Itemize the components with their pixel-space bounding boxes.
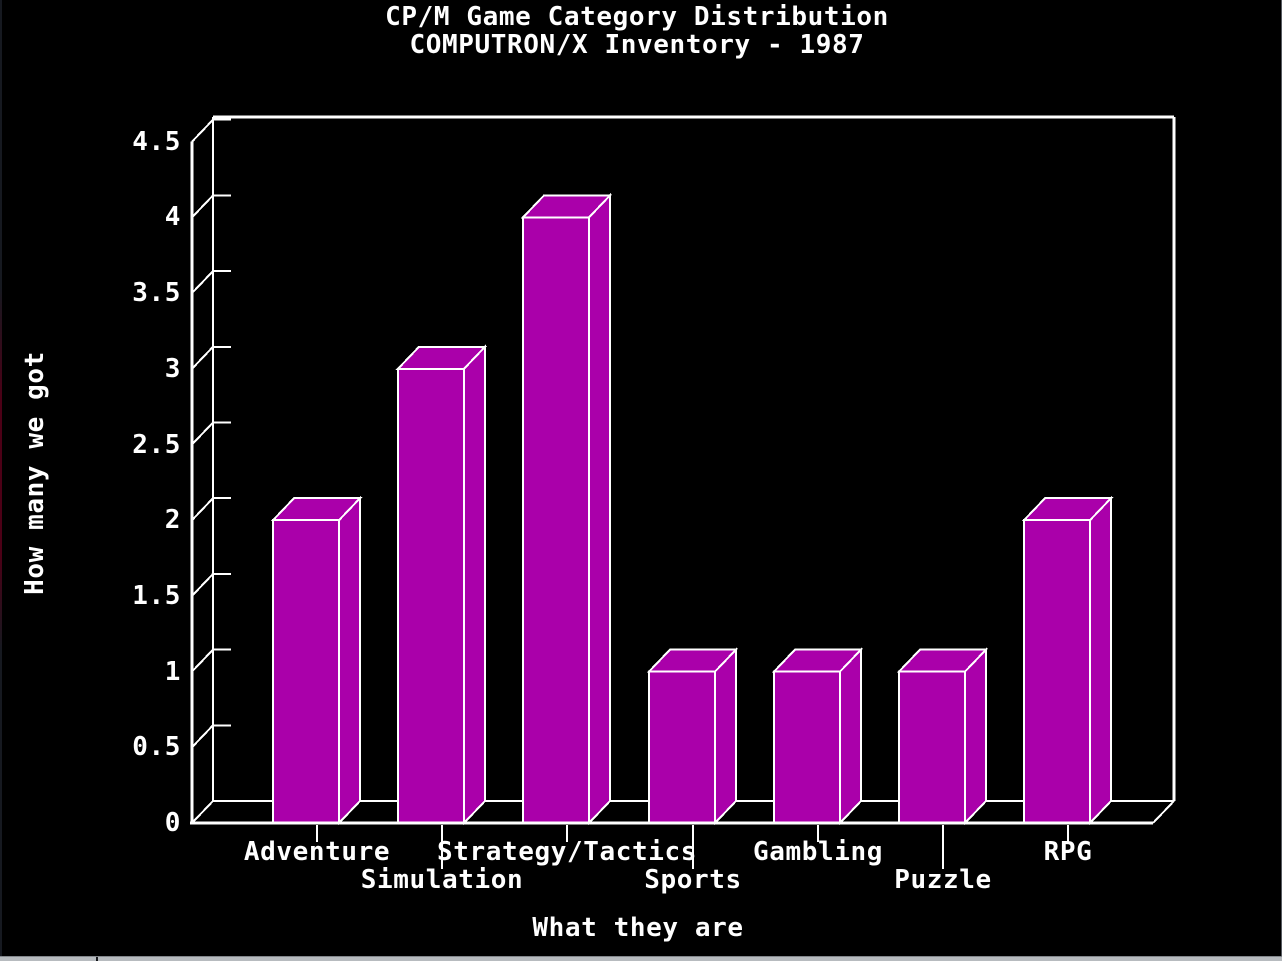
y-tick-diagonal: [191, 270, 214, 294]
y-axis-title: How many we got: [20, 351, 50, 595]
bar-gambling-side-face: [839, 647, 862, 826]
y-tick-label-3: 3: [164, 353, 181, 384]
y-tick-label-3-5: 3.5: [132, 278, 181, 309]
screen-left-edge: [0, 0, 2, 956]
bar-sports-front-face: [648, 670, 716, 824]
y-tick-diagonal: [191, 497, 214, 521]
y-tick-diagonal: [191, 421, 214, 446]
x-axis-title: What they are: [532, 913, 744, 943]
bar-simulation-side-face: [463, 344, 486, 826]
chart-subtitle: COMPUTRON/X Inventory - 1987: [409, 30, 865, 60]
y-tick-label-0-5: 0.5: [132, 732, 181, 763]
y-tick-label-2: 2: [164, 505, 181, 536]
x-category-label-adventure: Adventure: [243, 837, 391, 867]
bar-gambling-front-face: [773, 670, 841, 824]
x-category-label-puzzle: Puzzle: [894, 865, 992, 895]
y-tick-diagonal: [191, 194, 214, 219]
x-category-label-strategy-tactics: Strategy/Tactics: [436, 837, 698, 867]
y-tick-label-4: 4: [164, 202, 181, 233]
x-category-label-simulation: Simulation: [360, 865, 524, 895]
y-tick-label-1-5: 1.5: [132, 580, 181, 611]
bar-puzzle-side-face: [964, 647, 987, 826]
y-tick-label-0: 0: [164, 808, 181, 838]
y-tick-label-1: 1: [164, 656, 181, 687]
x-category-label-gambling: Gambling: [752, 837, 884, 867]
bar-rpg-front-face: [1023, 519, 1091, 824]
y-tick-diagonal: [191, 800, 214, 824]
bottom-scrollbar[interactable]: [0, 956, 1282, 961]
bar-adventure-side-face: [338, 495, 361, 826]
x-category-label-rpg: RPG: [1043, 837, 1093, 867]
y-tick-diagonal: [191, 648, 214, 673]
bar-adventure-front-face: [272, 519, 340, 824]
bar-strategy-tactics-side-face: [588, 192, 611, 826]
bar-strategy-tactics-front-face: [522, 216, 590, 824]
bottom-right-diagonal: [1152, 800, 1175, 824]
bar-sports-side-face: [714, 647, 737, 826]
y-tick-label-4-5: 4.5: [132, 126, 181, 157]
y-tick-label-2-5: 2.5: [132, 429, 181, 460]
bar-rpg-side-face: [1089, 495, 1112, 826]
y-tick-diagonal: [191, 346, 214, 370]
chart-title: CP/M Game Category Distribution: [385, 2, 889, 32]
y-tick-diagonal: [191, 119, 214, 143]
y-tick-diagonal: [191, 573, 214, 597]
y-tick-diagonal: [191, 724, 214, 748]
bar-simulation-front-face: [397, 367, 465, 824]
scrollbar-notch: [96, 957, 98, 961]
x-category-label-sports: Sports: [644, 865, 742, 895]
bar-puzzle-front-face: [898, 670, 966, 824]
